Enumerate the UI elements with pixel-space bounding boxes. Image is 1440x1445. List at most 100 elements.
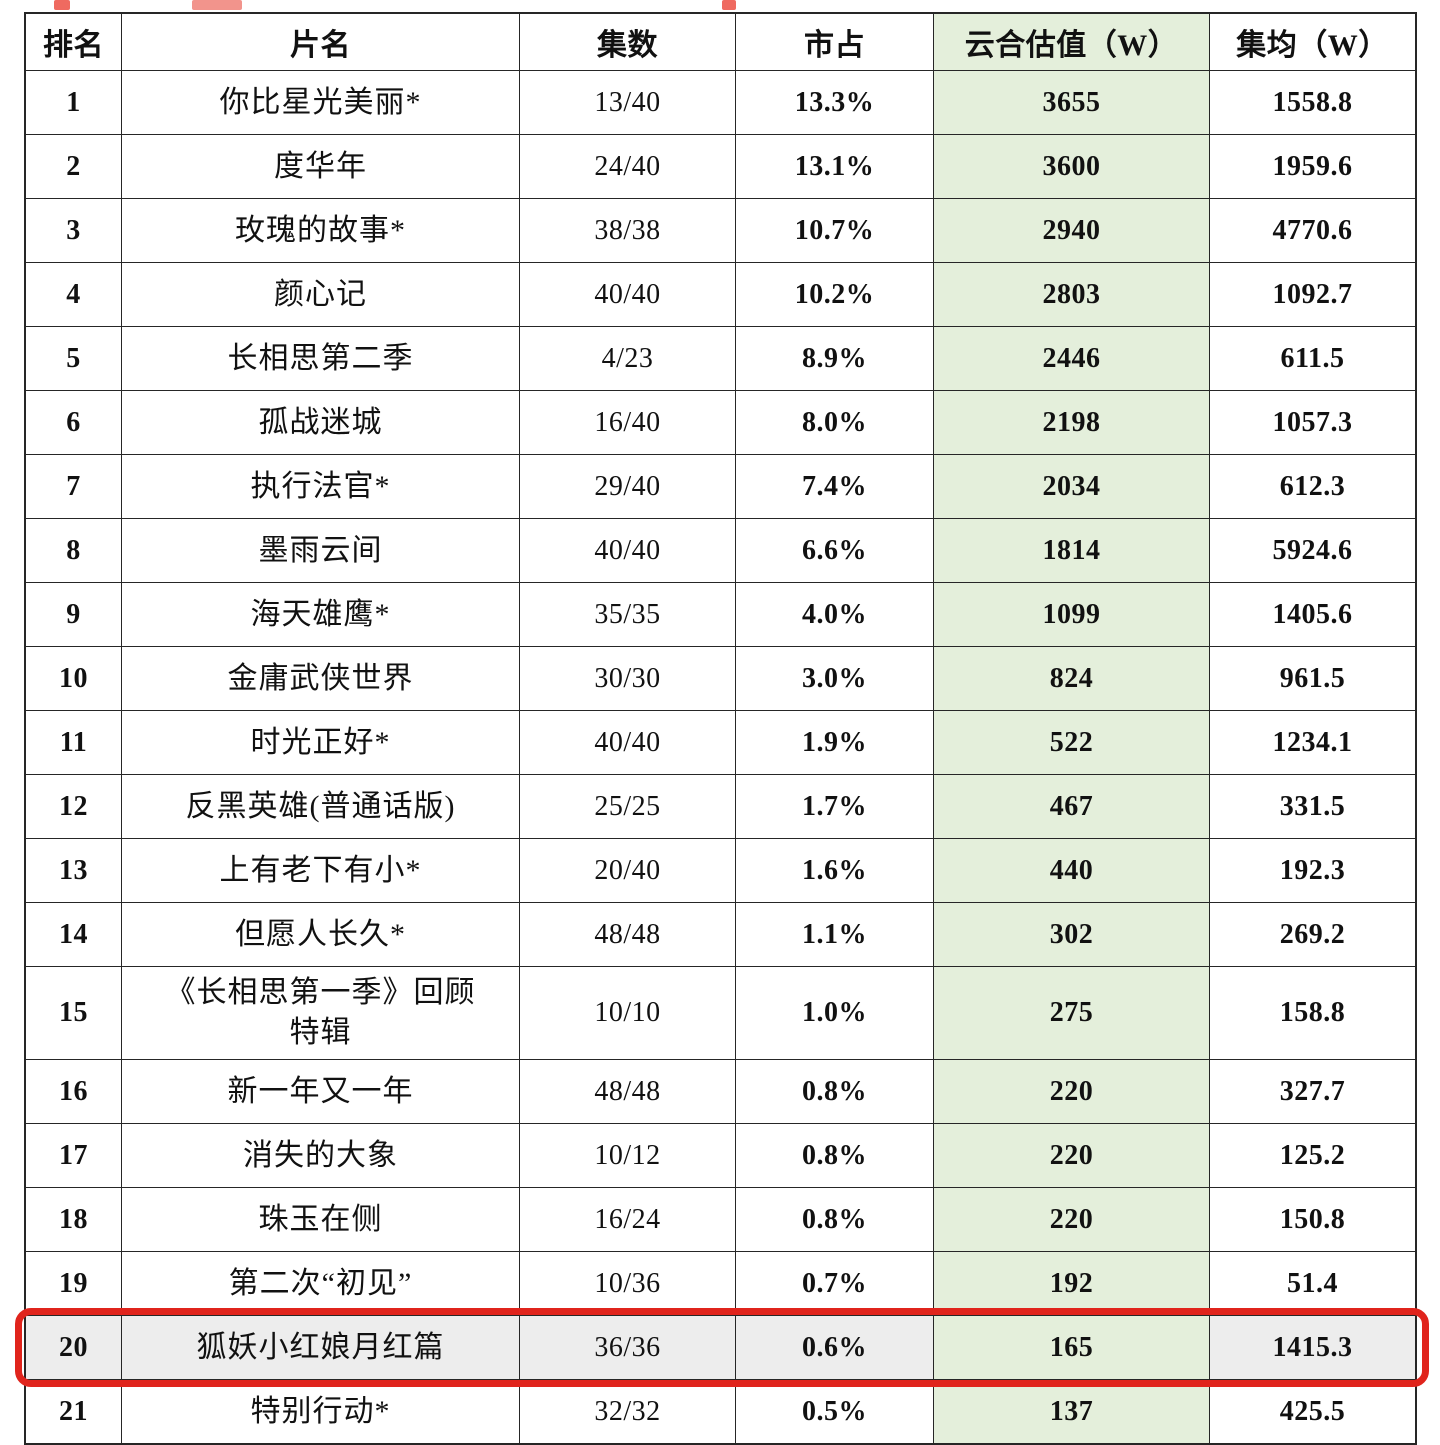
cell-title: 执行法官* xyxy=(121,455,519,518)
cell-rank: 9 xyxy=(66,598,81,630)
cell-rank: 12 xyxy=(59,790,88,822)
cell-title: 孤战迷城 xyxy=(121,391,519,454)
cell-rank: 15 xyxy=(59,997,88,1028)
table-row: 21 特别行动* 32/32 0.5% 137 425.5 xyxy=(26,1379,1415,1443)
cell-average: 51.4 xyxy=(1209,1252,1415,1315)
cell-title: 第二次“初见” xyxy=(121,1252,519,1315)
cell-average: 269.2 xyxy=(1209,903,1415,966)
table-body: 1 你比星光美丽* 13/40 13.3% 3655 1558.8 2 度华年 24/40 13.… xyxy=(15,70,1429,1443)
cell-value: 2198 xyxy=(933,391,1209,454)
ranking-table: 排名 片名 集数 市占 云合估值（W） 集均（W） 1 你比星光美丽* 13/40 13.3% 3… xyxy=(15,12,1429,1445)
cell-title: 新一年又一年 xyxy=(121,1060,519,1123)
cell-title: 墨雨云间 xyxy=(121,519,519,582)
cell-average: 1092.7 xyxy=(1209,263,1415,326)
table-row: 16 新一年又一年 48/48 0.8% 220 327.7 xyxy=(26,1059,1415,1123)
cell-episodes: 36/36 xyxy=(519,1316,735,1379)
table-row: 8 墨雨云间 40/40 6.6% 1814 5924.6 xyxy=(26,518,1415,582)
cell-episodes: 10/10 xyxy=(519,967,735,1059)
cell-average: 425.5 xyxy=(1209,1380,1415,1443)
cell-average: 327.7 xyxy=(1209,1060,1415,1123)
cell-share: 8.0% xyxy=(735,391,933,454)
cell-rank: 4 xyxy=(66,278,81,310)
cell-episodes: 24/40 xyxy=(519,135,735,198)
cell-title: 度华年 xyxy=(121,135,519,198)
cell-value: 467 xyxy=(933,775,1209,838)
cell-value: 3655 xyxy=(933,71,1209,134)
cell-average: 611.5 xyxy=(1209,327,1415,390)
cell-average: 158.8 xyxy=(1209,967,1415,1059)
cell-share: 1.1% xyxy=(735,903,933,966)
table-row: 18 珠玉在侧 16/24 0.8% 220 150.8 xyxy=(26,1187,1415,1251)
table-row: 10 金庸武侠世界 30/30 3.0% 824 961.5 xyxy=(26,646,1415,710)
table-row: 9 海天雄鹰* 35/35 4.0% 1099 1405.6 xyxy=(26,582,1415,646)
cell-episodes: 30/30 xyxy=(519,647,735,710)
cell-average: 150.8 xyxy=(1209,1188,1415,1251)
cell-title: 你比星光美丽* xyxy=(121,71,519,134)
cropped-content-fragment xyxy=(54,0,70,10)
cell-share: 8.9% xyxy=(735,327,933,390)
cell-share: 10.7% xyxy=(735,199,933,262)
cell-episodes: 35/35 xyxy=(519,583,735,646)
cell-title: 《长相思第一季》回顾特辑 xyxy=(121,967,519,1059)
cell-rank: 3 xyxy=(66,214,81,246)
cell-value: 824 xyxy=(933,647,1209,710)
cell-average: 1057.3 xyxy=(1209,391,1415,454)
cell-average: 1558.8 xyxy=(1209,71,1415,134)
cell-value: 220 xyxy=(933,1124,1209,1187)
cell-rank: 11 xyxy=(59,726,88,758)
cell-average: 1415.3 xyxy=(1209,1316,1415,1379)
cell-value: 2034 xyxy=(933,455,1209,518)
cell-value: 165 xyxy=(933,1316,1209,1379)
cell-rank: 2 xyxy=(66,150,81,182)
header-cell: 市占 xyxy=(735,14,933,70)
cell-episodes: 16/40 xyxy=(519,391,735,454)
cell-title: 长相思第二季 xyxy=(121,327,519,390)
cell-value: 1814 xyxy=(933,519,1209,582)
cell-episodes: 38/38 xyxy=(519,199,735,262)
cell-title: 狐妖小红娘月红篇 xyxy=(121,1316,519,1379)
cell-rank: 5 xyxy=(66,342,81,374)
cell-title: 特别行动* xyxy=(121,1380,519,1443)
cell-share: 3.0% xyxy=(735,647,933,710)
cell-share: 0.8% xyxy=(735,1060,933,1123)
cell-episodes: 48/48 xyxy=(519,1060,735,1123)
cell-episodes: 25/25 xyxy=(519,775,735,838)
table-row: 19 第二次“初见” 10/36 0.7% 192 51.4 xyxy=(26,1251,1415,1315)
cell-rank: 13 xyxy=(59,854,88,886)
cell-rank: 1 xyxy=(66,86,81,118)
cell-title: 玫瑰的故事* xyxy=(121,199,519,262)
cell-share: 6.6% xyxy=(735,519,933,582)
table-row: 17 消失的大象 10/12 0.8% 220 125.2 xyxy=(26,1123,1415,1187)
cell-title: 颜心记 xyxy=(121,263,519,326)
cell-episodes: 13/40 xyxy=(519,71,735,134)
cell-value: 440 xyxy=(933,839,1209,902)
table-row: 15 《长相思第一季》回顾特辑 10/10 1.0% 275 158.8 xyxy=(26,966,1415,1059)
cell-title: 反黑英雄(普通话版) xyxy=(121,775,519,838)
cell-rank: 14 xyxy=(59,918,88,950)
cell-title: 但愿人长久* xyxy=(121,903,519,966)
cell-episodes: 4/23 xyxy=(519,327,735,390)
cell-share: 0.8% xyxy=(735,1188,933,1251)
cell-share: 1.7% xyxy=(735,775,933,838)
table-row: 12 反黑英雄(普通话版) 25/25 1.7% 467 331.5 xyxy=(26,774,1415,838)
cell-rank: 10 xyxy=(59,662,88,694)
cropped-top-strip xyxy=(24,0,1417,12)
cell-episodes: 10/36 xyxy=(519,1252,735,1315)
cell-episodes: 10/12 xyxy=(519,1124,735,1187)
cell-title: 珠玉在侧 xyxy=(121,1188,519,1251)
cell-value: 2803 xyxy=(933,263,1209,326)
table-row: 1 你比星光美丽* 13/40 13.3% 3655 1558.8 xyxy=(26,70,1415,134)
cell-value: 275 xyxy=(933,967,1209,1059)
header-cell: 片名 xyxy=(121,14,519,70)
header-cell: 排名 xyxy=(43,29,104,62)
cell-episodes: 40/40 xyxy=(519,711,735,774)
cropped-content-fragment xyxy=(722,0,736,10)
cell-episodes: 32/32 xyxy=(519,1380,735,1443)
cell-rank: 6 xyxy=(66,406,81,438)
cell-episodes: 20/40 xyxy=(519,839,735,902)
cell-value: 220 xyxy=(933,1188,1209,1251)
cell-average: 961.5 xyxy=(1209,647,1415,710)
cropped-content-fragment xyxy=(192,0,242,10)
header-cell: 集数 xyxy=(519,14,735,70)
cell-title: 金庸武侠世界 xyxy=(121,647,519,710)
